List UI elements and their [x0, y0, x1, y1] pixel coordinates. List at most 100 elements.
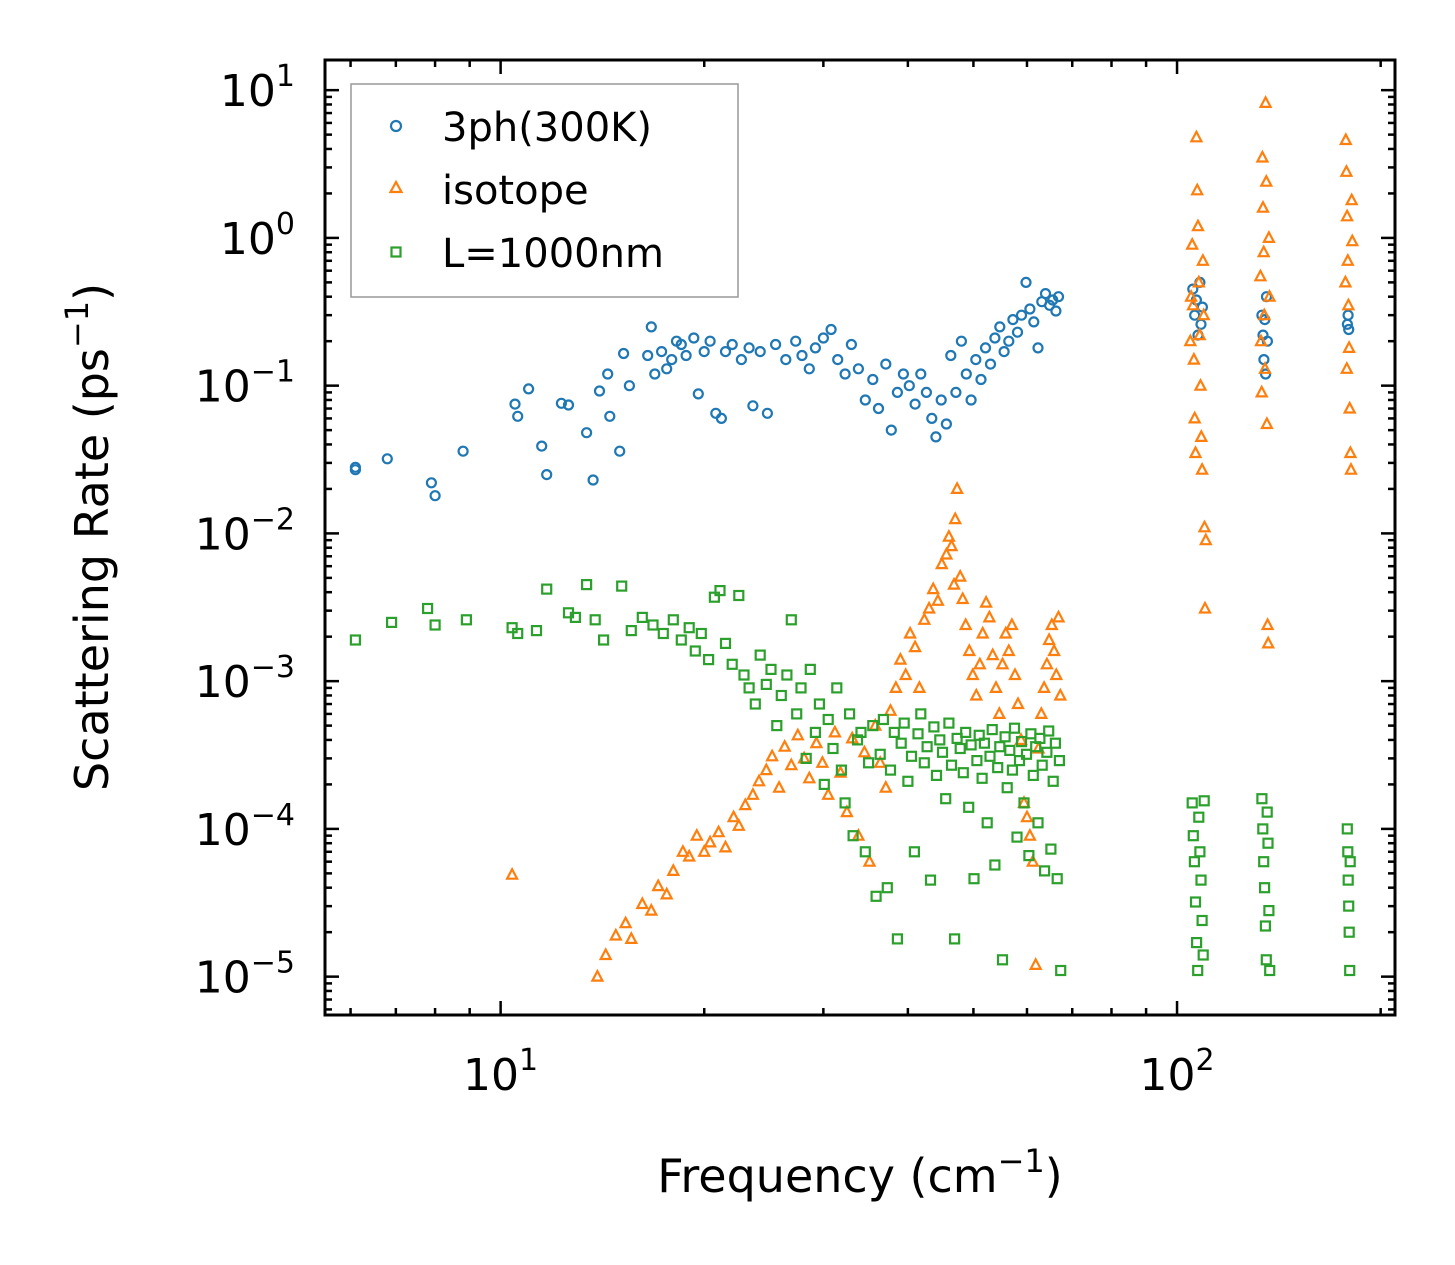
y-tick-label: 10−1: [195, 355, 295, 413]
data-point-3ph: [915, 368, 927, 380]
data-point-isotope: [1194, 429, 1209, 442]
data-point-3ph: [602, 368, 614, 380]
data-point-isotope: [1044, 617, 1059, 631]
data-point-3ph: [930, 431, 942, 443]
data-point-boundary: [822, 713, 834, 726]
data-point-boundary: [569, 611, 582, 624]
data-point-3ph: [1039, 288, 1052, 300]
data-point-boundary: [891, 933, 904, 945]
data-point-boundary: [809, 726, 822, 739]
data-point-isotope: [889, 680, 903, 693]
data-point-isotope: [777, 738, 792, 752]
data-point-isotope: [926, 581, 941, 595]
data-point-boundary: [843, 708, 856, 720]
data-point-3ph: [1011, 326, 1024, 338]
y-tick-label: 100: [220, 207, 295, 265]
data-point-isotope: [982, 609, 997, 623]
data-point-3ph: [457, 445, 469, 457]
data-point-isotope: [934, 556, 949, 570]
data-point-isotope: [1008, 667, 1022, 681]
data-point-boundary: [695, 627, 707, 640]
data-point-3ph: [1007, 314, 1019, 326]
data-point-isotope: [1341, 297, 1356, 311]
data-point-3ph: [780, 354, 792, 366]
data-point-boundary: [1032, 817, 1044, 829]
data-point-boundary: [855, 726, 867, 739]
data-point-boundary: [862, 757, 875, 769]
data-point-boundary: [1197, 949, 1209, 961]
data-point-isotope: [1197, 519, 1212, 533]
data-point-boundary: [791, 708, 803, 720]
data-point-isotope: [746, 786, 760, 800]
data-point-3ph: [541, 469, 553, 481]
data-point-boundary: [1008, 722, 1021, 734]
y-tick-label: 10−5: [195, 946, 295, 1004]
data-point-boundary: [1006, 764, 1019, 776]
data-point-isotope: [965, 667, 980, 681]
data-point-isotope: [1011, 696, 1025, 710]
data-point-isotope: [689, 827, 704, 841]
data-point-isotope: [1187, 351, 1201, 365]
data-point-boundary: [1018, 797, 1030, 809]
data-point-3ph: [580, 427, 593, 439]
data-point-isotope: [703, 834, 717, 848]
data-point-boundary: [683, 622, 695, 634]
data-point-boundary: [1263, 904, 1275, 917]
data-point-3ph: [832, 354, 844, 366]
data-point-boundary: [839, 797, 851, 809]
y-tick-label: 101: [220, 59, 295, 117]
data-point-boundary: [1045, 843, 1057, 855]
data-point-boundary: [1004, 744, 1016, 757]
data-point-boundary: [714, 584, 726, 597]
data-point-3ph: [587, 474, 599, 486]
x-tick-labels: 101 102: [463, 1043, 1214, 1101]
data-point-boundary: [785, 614, 797, 626]
data-point-3ph: [965, 394, 977, 406]
data-point-isotope: [815, 754, 830, 768]
data-point-isotope: [1257, 307, 1272, 321]
data-point-3ph: [747, 400, 759, 412]
data-point-boundary: [580, 578, 593, 591]
data-point-boundary: [719, 637, 732, 650]
data-point-boundary: [1262, 837, 1274, 849]
data-point-isotope: [1184, 288, 1198, 302]
data-point-isotope: [962, 643, 977, 657]
data-point-isotope: [955, 591, 970, 605]
data-point-boundary: [804, 663, 816, 676]
data-point-isotope: [873, 754, 888, 768]
data-point-3ph: [1259, 368, 1272, 380]
data-point-isotope: [1042, 632, 1056, 646]
data-point-boundary: [738, 669, 750, 681]
data-point-isotope: [682, 848, 697, 862]
data-point-boundary: [1053, 754, 1066, 767]
data-point-isotope: [1338, 274, 1353, 288]
data-point-3ph: [593, 385, 606, 397]
data-point-isotope: [738, 797, 753, 811]
data-point-boundary: [1186, 797, 1198, 809]
data-point-isotope: [1260, 416, 1274, 430]
data-point-3ph: [859, 394, 871, 406]
data-point-3ph: [885, 424, 897, 436]
data-point-isotope: [1340, 208, 1354, 222]
data-point-boundary: [1344, 856, 1356, 868]
data-point-boundary: [936, 746, 949, 758]
data-point-boundary: [795, 682, 807, 694]
data-point-isotope: [903, 625, 917, 639]
data-point-boundary: [760, 678, 772, 691]
data-point-boundary: [1189, 896, 1202, 908]
data-point-3ph: [950, 386, 962, 398]
data-point-3ph: [1024, 303, 1036, 315]
data-point-isotope: [1338, 132, 1353, 146]
data-point-boundary: [1013, 754, 1026, 767]
data-point-3ph: [903, 380, 915, 392]
data-point-boundary: [1036, 759, 1048, 771]
data-point-boundary: [1344, 964, 1356, 977]
data-point-boundary: [1343, 926, 1355, 938]
data-point-isotope: [898, 667, 913, 681]
data-point-boundary: [835, 764, 848, 776]
data-point-3ph: [719, 346, 732, 358]
data-point-3ph: [522, 383, 535, 395]
data-point-3ph: [429, 490, 441, 502]
data-point-isotope: [1034, 706, 1049, 719]
data-point-boundary: [1342, 874, 1354, 886]
